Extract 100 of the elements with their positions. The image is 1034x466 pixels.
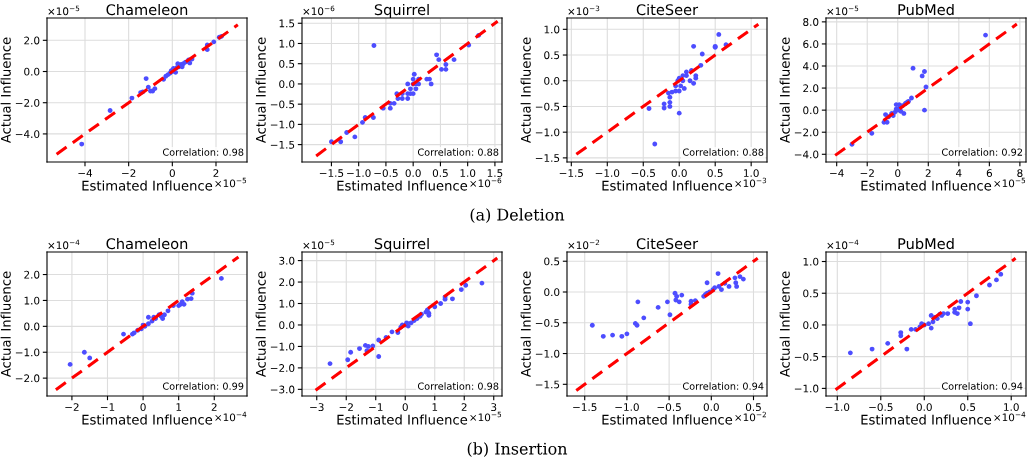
x-tick-label: 0.0	[916, 403, 932, 412]
chart-title: PubMed	[898, 237, 954, 250]
y-tick-label: −2.0	[794, 128, 819, 137]
x-tick-label: −1.0	[595, 169, 620, 178]
x-tick-label: −0.5	[631, 169, 655, 178]
chart-title: CiteSeer	[636, 237, 699, 250]
y-axis-title: Actual Influence	[520, 271, 531, 378]
text: (b) Insertion	[467, 442, 568, 457]
y-tick-label: 0.0	[24, 322, 40, 331]
x-tick-label: −0.5	[657, 403, 681, 412]
y-tick-label: −1.5	[535, 154, 560, 162]
y-tick-label: 0.5	[803, 289, 819, 298]
x-tick-label: 0.0	[671, 169, 687, 178]
x-tick-label: 0.5	[745, 403, 761, 412]
y-tick-label: −0.5	[535, 102, 560, 111]
y-tick-label: −1.5	[535, 380, 560, 389]
x-tick-label: 1.0	[1004, 403, 1019, 412]
y-tick-label: 1.0	[544, 25, 560, 34]
x-tick-label: 1.0	[460, 169, 476, 178]
x-axis-title: Estimated Influence	[337, 180, 468, 191]
x-tick-label: 2	[211, 403, 217, 411]
y-tick-label: 0.0	[544, 288, 560, 297]
y-axis-title: Actual Influence	[520, 37, 531, 144]
text: ×10$^{−3}$	[568, 5, 600, 16]
chart-title: Chameleon	[106, 237, 188, 250]
y-tick-label: 2.0	[24, 36, 40, 45]
annotation: Correlation: 0.99	[162, 382, 244, 390]
y-tick-label: −1.5	[270, 140, 295, 149]
x-tick-label: 0.5	[432, 169, 448, 178]
y-tick-label: −2.0	[270, 364, 295, 372]
annotation: Correlation: 0.98	[417, 382, 499, 390]
x-tick-label: 0.5	[707, 169, 723, 178]
x-tick-label: −1	[369, 403, 383, 411]
x-tick-label: −1.5	[559, 169, 584, 178]
y-tick-label: 0.5	[279, 59, 295, 68]
text: ×10$^{−2}$	[568, 239, 600, 250]
y-tick-label: −0.5	[535, 319, 560, 327]
y-tick-label: 0.5	[544, 257, 560, 266]
x-tick-label: 0	[402, 403, 408, 412]
x-tick-label: −2	[860, 169, 874, 177]
text: ×10$^{−5}$	[827, 5, 859, 16]
text: ×10$^{−5}$	[303, 239, 335, 250]
x-tick-label: 1.0	[744, 169, 759, 178]
chart-title: Squirrel	[374, 237, 429, 252]
text: ×10$^{−6}$	[303, 5, 335, 16]
y-tick-label: 0.0	[279, 80, 295, 89]
text: ×10$^{−4}$	[215, 411, 247, 422]
x-tick-label: −1.5	[319, 169, 344, 178]
y-tick-label: −4.0	[15, 130, 40, 139]
x-tick-label: −1.0	[347, 169, 371, 178]
y-tick-label: 4.0	[803, 62, 819, 71]
x-tick-label: −4	[78, 169, 93, 177]
x-tick-label: −4	[830, 169, 844, 177]
annotation: Correlation: 0.94	[941, 382, 1023, 390]
y-axis-title: Actual Influence	[779, 271, 790, 378]
y-tick-label: 0.0	[24, 67, 40, 76]
y-tick-label: −3.0	[270, 385, 295, 394]
y-tick-label: 2.0	[803, 84, 819, 93]
text: ×10$^{−4}$	[48, 239, 80, 250]
x-tick-label: 2	[461, 403, 467, 411]
x-tick-label: 1	[176, 403, 182, 411]
y-tick-label: 0.0	[803, 106, 819, 115]
x-tick-label: 6	[986, 169, 993, 178]
annotation: Correlation: 0.94	[682, 382, 764, 390]
x-tick-label: −1.0	[615, 403, 639, 412]
x-axis-title: Estimated Influence	[861, 180, 992, 191]
y-tick-label: 3.0	[279, 256, 295, 265]
text: ×10$^{−2}$	[735, 411, 766, 422]
x-axis-title: Estimated Influence	[82, 180, 213, 191]
x-axis-title: Estimated Influence	[82, 414, 213, 425]
x-axis-title: Estimated Influence	[337, 414, 468, 425]
y-tick-label: −1.0	[535, 128, 560, 137]
y-tick-label: 1.0	[279, 299, 295, 308]
text: ×10$^{−4}$	[827, 239, 859, 250]
y-tick-label: 1.0	[803, 257, 819, 266]
x-tick-label: −1	[100, 403, 115, 411]
x-tick-label: 0	[895, 169, 901, 178]
y-tick-label: −4.0	[794, 150, 819, 159]
y-tick-label: 0.0	[544, 76, 560, 85]
x-tick-label: 1	[432, 403, 438, 411]
x-tick-label: −2	[339, 403, 353, 411]
text: ×10$^{−3}$	[735, 177, 767, 188]
y-tick-label: −2.0	[15, 374, 40, 383]
y-tick-label: 1.0	[279, 39, 295, 48]
x-tick-label: 0	[140, 403, 146, 412]
text: ×10$^{−6}$	[470, 177, 502, 188]
y-tick-label: −1.0	[270, 120, 295, 129]
y-axis-title: Actual Influence	[255, 37, 266, 144]
annotation: Correlation: 0.88	[682, 148, 764, 156]
x-tick-label: 4	[956, 169, 962, 177]
x-tick-label: −3	[310, 403, 324, 412]
annotation: Correlation: 0.88	[417, 148, 499, 156]
text: ×10$^{−5}$	[470, 411, 502, 422]
x-tick-label: 0.0	[405, 169, 421, 178]
annotation: Correlation: 0.92	[941, 148, 1023, 156]
chart-title: Chameleon	[106, 3, 188, 16]
chart-title: PubMed	[898, 3, 954, 16]
chart-title: Squirrel	[374, 3, 429, 18]
x-tick-label: −2	[65, 403, 79, 411]
y-tick-label: −0.5	[270, 100, 295, 109]
